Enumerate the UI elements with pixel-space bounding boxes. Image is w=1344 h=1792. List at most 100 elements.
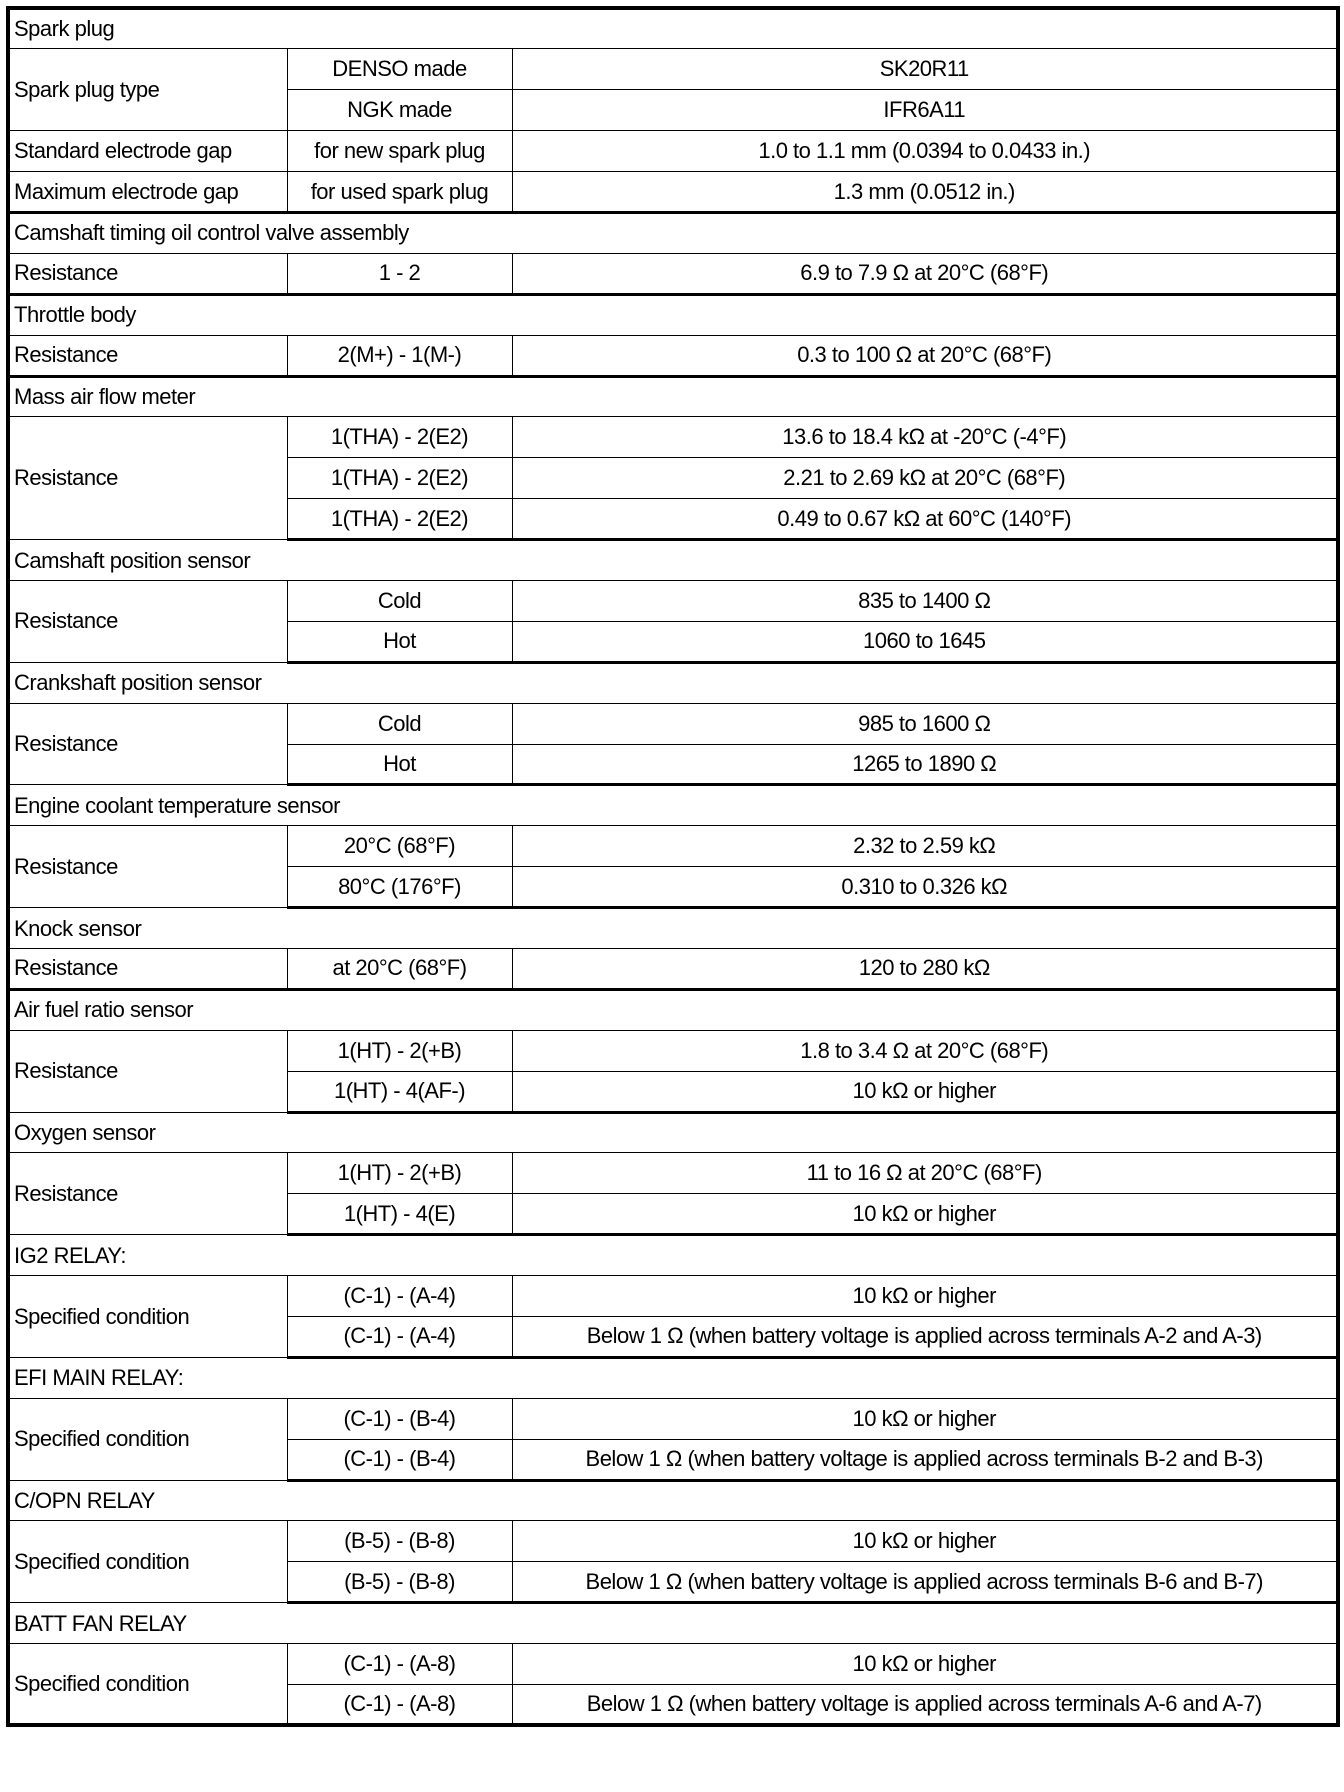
spec-value: 0.310 to 0.326 kΩ (511, 866, 1339, 910)
condition: (C-1) - (B-4) (286, 1397, 513, 1440)
section-header-row: BATT FAN RELAY (7, 1602, 1339, 1645)
table-row: Resistance Cold 835 to 1400 Ω (7, 579, 1339, 663)
condition: NGK made (286, 89, 513, 132)
item-label: Resistance (7, 825, 288, 909)
table-row: 1(THA) - 2(E2) 0.49 to 0.67 kΩ at 60°C (1… (8, 498, 1339, 542)
spec-value: 1.3 mm (0.0512 in.) (511, 171, 1339, 214)
section-title: Engine coolant temperature sensor (7, 784, 1339, 827)
table-row: Resistance 2(M+) - 1(M-) 0.3 to 100 Ω at 2… (7, 334, 1339, 378)
condition: Hot (286, 743, 513, 787)
spec-value: 13.6 to 18.4 kΩ at -20°C (-4°F) (511, 416, 1339, 459)
section-header-row: Air fuel ratio sensor (7, 988, 1339, 1031)
section-header-row: Oxygen sensor (7, 1111, 1339, 1154)
table-row: Resistance at 20°C (68°F) 120 to 280 kΩ (7, 947, 1339, 991)
spec-value: IFR6A11 (511, 89, 1339, 132)
item-label: Resistance (7, 579, 288, 663)
condition: (C-1) - (A-4) (286, 1275, 513, 1317)
spec-value: 2.32 to 2.59 kΩ (511, 825, 1339, 868)
section-title: Crankshaft position sensor (7, 661, 1339, 704)
condition: (B-5) - (B-8) (286, 1561, 513, 1605)
spec-value: Below 1 Ω (when battery voltage is appli… (511, 1684, 1339, 1727)
section-title: EFI MAIN RELAY: (7, 1356, 1339, 1399)
table-row: (C-1) - (A-4) Below 1 Ω (when battery vol… (8, 1316, 1339, 1359)
condition: 1(HT) - 2(+B) (286, 1029, 513, 1072)
table-row: Specified condition (C-1) - (B-4) 10 kΩ or… (7, 1397, 1339, 1481)
table-row: Resistance 20°C (68°F) 2.32 to 2.59 kΩ (7, 825, 1339, 909)
section-title: Throttle body (7, 293, 1339, 336)
section-title: Knock sensor (7, 907, 1339, 949)
section-title: IG2 RELAY: (7, 1234, 1339, 1277)
spec-value: 1.8 to 3.4 Ω at 20°C (68°F) (511, 1029, 1339, 1072)
section-title: C/OPN RELAY (7, 1479, 1339, 1522)
table-row: 1(HT) - 4(E) 10 kΩ or higher (8, 1193, 1339, 1237)
table-row: Maximum electrode gap for used spark plug… (7, 171, 1339, 214)
section-header-row: C/OPN RELAY (7, 1479, 1339, 1522)
spec-table: Spark plug Spark plug type DENSO made SK20R… (6, 6, 1340, 1728)
spec-value: Below 1 Ω (when battery voltage is appli… (511, 1561, 1339, 1605)
item-label: Specified condition (7, 1275, 288, 1358)
condition: DENSO made (286, 48, 513, 91)
spec-value: 2.21 to 2.69 kΩ at 20°C (68°F) (511, 457, 1339, 500)
item-label: Specified condition (7, 1643, 288, 1726)
spec-value: 6.9 to 7.9 Ω at 20°C (68°F) (511, 252, 1339, 296)
condition: 1(THA) - 2(E2) (286, 457, 513, 500)
condition: 1(THA) - 2(E2) (286, 416, 513, 459)
table-row: Resistance 1(HT) - 2(+B) 1.8 to 3.4 Ω at 2… (7, 1029, 1339, 1113)
table-row: Resistance 1(THA) - 2(E2) 13.6 to 18.4 kΩ … (7, 416, 1339, 541)
table-row: 1(HT) - 4(AF-) 10 kΩ or higher (8, 1070, 1339, 1114)
table-row: Specified condition (C-1) - (A-8) 10 kΩ or… (7, 1643, 1339, 1726)
section-header-row: Spark plug (7, 7, 1339, 50)
table-row: Specified condition (B-5) - (B-8) 10 kΩ or… (7, 1520, 1339, 1604)
spec-value: 1.0 to 1.1 mm (0.0394 to 0.0433 in.) (511, 130, 1339, 173)
table-row: Resistance 1(HT) - 2(+B) 11 to 16 Ω at 20°… (7, 1152, 1339, 1236)
section-title: Mass air flow meter (7, 375, 1339, 418)
condition: Cold (286, 702, 513, 745)
section-title: Camshaft position sensor (7, 539, 1339, 581)
item-label: Resistance (7, 947, 288, 991)
section-title: Camshaft timing oil control valve assemb… (7, 211, 1339, 254)
spec-value: 10 kΩ or higher (511, 1070, 1339, 1114)
table-row: Specified condition (C-1) - (A-4) 10 kΩ or… (7, 1275, 1339, 1358)
condition: 20°C (68°F) (286, 825, 513, 868)
condition: Hot (286, 620, 513, 664)
spec-value: Below 1 Ω (when battery voltage is appli… (511, 1316, 1339, 1359)
section-header-row: EFI MAIN RELAY: (7, 1356, 1339, 1399)
table-row: NGK made IFR6A11 (8, 89, 1339, 132)
table-row: (C-1) - (B-4) Below 1 Ω (when battery vol… (8, 1438, 1339, 1482)
table-row: Resistance Cold 985 to 1600 Ω (7, 702, 1339, 786)
condition: (C-1) - (A-8) (286, 1643, 513, 1686)
condition: (C-1) - (B-4) (286, 1438, 513, 1482)
item-label: Resistance (7, 702, 288, 786)
condition: (C-1) - (A-8) (286, 1684, 513, 1727)
spec-value: Below 1 Ω (when battery voltage is appli… (511, 1438, 1339, 1482)
spec-value: 835 to 1400 Ω (511, 579, 1339, 622)
spec-value: 11 to 16 Ω at 20°C (68°F) (511, 1152, 1339, 1195)
table-row: (C-1) - (A-8) Below 1 Ω (when battery vol… (8, 1684, 1339, 1727)
spec-value: 0.49 to 0.67 kΩ at 60°C (140°F) (511, 498, 1339, 542)
section-header-row: Mass air flow meter (7, 375, 1339, 418)
condition: at 20°C (68°F) (286, 947, 513, 991)
table-row: Spark plug type DENSO made SK20R11 (7, 48, 1339, 132)
item-label: Specified condition (7, 1397, 288, 1481)
condition: 1(HT) - 4(E) (286, 1193, 513, 1237)
condition: 1(THA) - 2(E2) (286, 498, 513, 542)
condition: 1(HT) - 2(+B) (286, 1152, 513, 1195)
spec-value: 120 to 280 kΩ (511, 947, 1339, 991)
item-label: Resistance (7, 416, 288, 541)
table-row: (B-5) - (B-8) Below 1 Ω (when battery vol… (8, 1561, 1339, 1605)
item-label: Resistance (7, 1152, 288, 1236)
spec-value: 10 kΩ or higher (511, 1397, 1339, 1440)
condition: Cold (286, 579, 513, 622)
section-title: Spark plug (7, 7, 1339, 50)
section-header-row: Crankshaft position sensor (7, 661, 1339, 704)
table-row: Hot 1060 to 1645 (8, 620, 1339, 664)
section-title: BATT FAN RELAY (7, 1602, 1339, 1645)
spec-value: 985 to 1600 Ω (511, 702, 1339, 745)
item-label: Spark plug type (7, 48, 288, 132)
section-header-row: Throttle body (7, 293, 1339, 336)
section-title: Air fuel ratio sensor (7, 988, 1339, 1031)
spec-value: 1060 to 1645 (511, 620, 1339, 664)
table-row: 80°C (176°F) 0.310 to 0.326 kΩ (8, 866, 1339, 910)
table-row: Resistance 1 - 2 6.9 to 7.9 Ω at 20°C (68°… (7, 252, 1339, 296)
section-header-row: Camshaft position sensor (7, 539, 1339, 581)
